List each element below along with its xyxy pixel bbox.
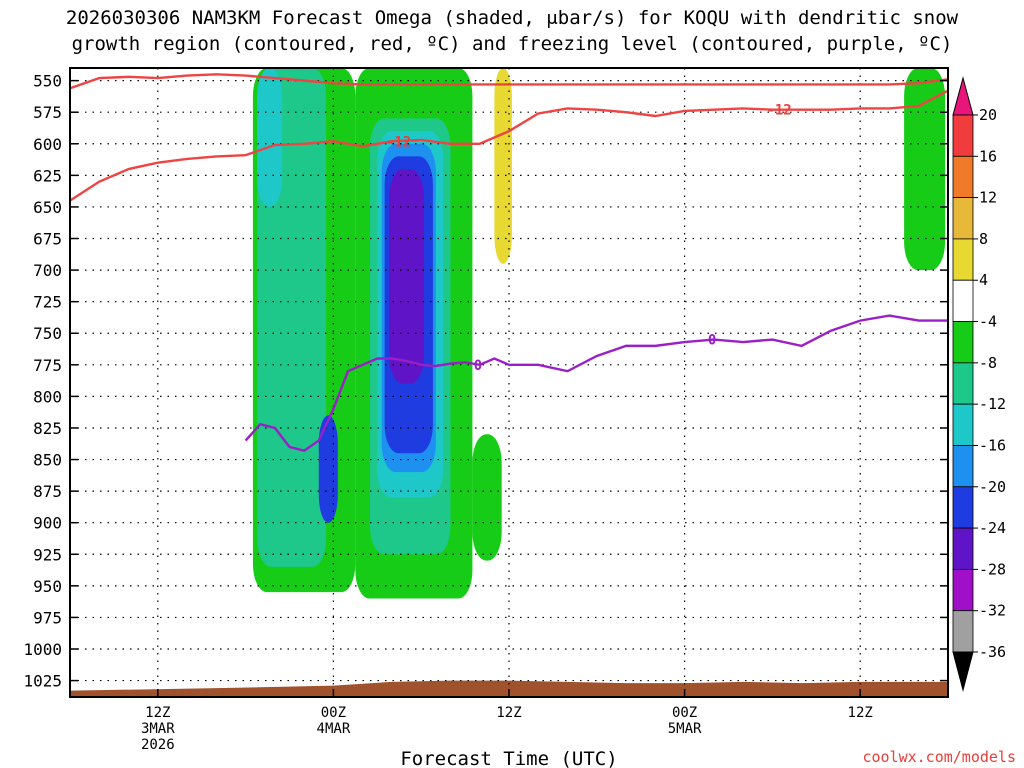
freezing-contour-label: 0	[708, 333, 716, 349]
x-tick-label: 12Z	[145, 705, 170, 721]
dgz-upper-contour	[69, 73, 949, 90]
colorbar-tick-label: 20	[979, 106, 997, 124]
chart-title-line-2: growth region (contoured, red, ºC) and f…	[72, 33, 953, 55]
omega-region	[494, 68, 512, 264]
x-tick-label: 3MAR	[141, 721, 175, 737]
y-tick-label: 1025	[23, 672, 62, 691]
colorbar-tick-label: -28	[979, 560, 1006, 578]
omega-region	[257, 68, 283, 207]
y-tick-label: 675	[33, 230, 62, 249]
dgz-lower-contour	[69, 89, 949, 202]
colorbar-bin	[952, 486, 974, 529]
y-tick-label: 825	[33, 419, 62, 438]
y-tick-label: 750	[33, 324, 62, 343]
colorbar-tick-label: -16	[979, 436, 1006, 454]
y-tick-label: 550	[33, 72, 62, 91]
y-tick-label: 625	[33, 166, 62, 185]
y-tick-label: 725	[33, 293, 62, 312]
colorbar-bin	[952, 279, 974, 322]
credit-text: coolwx.com/models	[862, 748, 1016, 766]
y-tick-label: 975	[33, 608, 62, 627]
colorbar-bin	[952, 362, 974, 405]
x-tick-label: 2026	[141, 737, 175, 753]
omega-shading	[252, 68, 946, 599]
dgz-contour-label: -12	[386, 134, 411, 150]
colorbar-tick-label: -32	[979, 602, 1006, 620]
y-tick-label: 600	[33, 135, 62, 154]
colorbar-bin	[952, 527, 974, 570]
omega-region	[318, 415, 338, 523]
freezing-level-contour	[244, 314, 948, 453]
x-tick-label: 12Z	[848, 705, 873, 721]
x-tick-label: 12Z	[496, 705, 521, 721]
colorbar-bin	[952, 610, 974, 653]
x-tick-label: 00Z	[321, 705, 346, 721]
colorbar-tick-label: 12	[979, 189, 997, 207]
y-tick-label: 650	[33, 198, 62, 217]
colorbar-tick-label: 8	[979, 230, 988, 248]
y-tick-label: 575	[33, 103, 62, 122]
y-tick-label: 900	[33, 514, 62, 533]
colorbar-bin	[952, 321, 974, 364]
y-tick-label: 925	[33, 545, 62, 564]
colorbar-bin	[952, 197, 974, 240]
chart-title-line-1: 2026030306 NAM3KM Forecast Omega (shaded…	[66, 7, 959, 29]
x-tick-label: 00Z	[672, 705, 697, 721]
y-tick-label: 775	[33, 356, 62, 375]
colorbar-tick-label: 4	[979, 271, 988, 289]
colorbar-tick-label: -4	[979, 313, 997, 331]
omega-region	[904, 68, 946, 271]
omega-region	[389, 169, 425, 384]
ground-surface	[70, 680, 948, 697]
colorbar-tick-label: -20	[979, 478, 1006, 496]
colorbar-bin	[952, 114, 974, 157]
y-tick-label: 875	[33, 482, 62, 501]
omega-region	[472, 434, 502, 561]
colorbar-bin	[952, 403, 974, 446]
colorbar-tick-label: -8	[979, 354, 997, 372]
dgz-contour-label: -12	[766, 103, 791, 119]
y-tick-label: 850	[33, 451, 62, 470]
colorbar-bin	[952, 238, 974, 281]
freezing-contour-label: 0	[474, 358, 482, 374]
y-tick-label: 950	[33, 577, 62, 596]
colorbar-bin	[952, 155, 974, 199]
colorbar-tick-label: 16	[979, 147, 997, 165]
x-tick-label: 4MAR	[317, 721, 351, 737]
y-tick-label: 1000	[23, 640, 62, 659]
colorbar-extend-max	[952, 76, 974, 116]
colorbar-extend-min	[952, 651, 974, 692]
colorbar-tick-label: -12	[979, 395, 1006, 413]
y-axis: 550 575 600 625 650 675 700 725 750 775 800 825 850 8…	[23, 72, 948, 691]
x-tick-label: 5MAR	[668, 721, 702, 737]
colorbar-tick-label: -36	[979, 643, 1006, 661]
y-tick-label: 700	[33, 261, 62, 280]
colorbar-bin	[952, 445, 974, 488]
colorbar: 20 16 12 8 4 -4 -8 -12 -16 -20 -24 -28 -32 -36	[952, 76, 1006, 692]
colorbar-tick-label: -24	[979, 519, 1006, 537]
x-axis-label: Forecast Time (UTC)	[400, 748, 617, 768]
colorbar-bin	[952, 568, 974, 612]
y-tick-label: 800	[33, 387, 62, 406]
